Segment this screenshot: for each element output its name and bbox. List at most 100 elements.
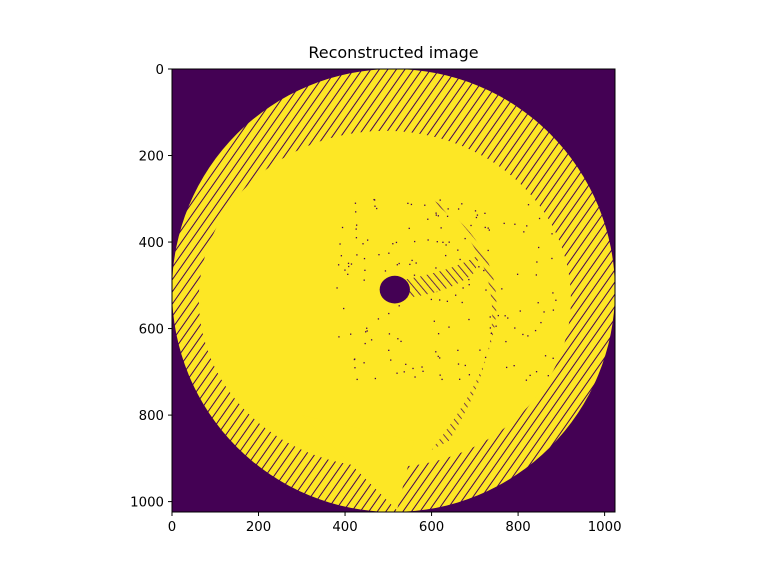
- speckle: [461, 301, 463, 304]
- speckle: [457, 208, 460, 210]
- speckle-noise: [336, 198, 557, 381]
- speckle: [388, 252, 390, 254]
- speckle: [347, 273, 349, 275]
- y-tick-label: 600: [139, 323, 164, 338]
- speckle: [396, 372, 398, 374]
- y-tick-label: 400: [139, 236, 164, 251]
- speckle: [468, 284, 470, 286]
- x-tick-label: 200: [246, 520, 271, 535]
- speckle: [411, 259, 413, 262]
- speckle: [350, 333, 352, 335]
- speckle: [354, 202, 357, 204]
- speckle: [457, 349, 459, 352]
- speckle: [552, 292, 554, 294]
- speckle: [366, 239, 369, 241]
- speckle: [407, 202, 409, 205]
- speckle: [479, 349, 481, 351]
- speckle: [488, 229, 490, 231]
- speckle: [446, 215, 449, 217]
- speckle: [410, 203, 413, 206]
- x-axis: 0 200 400 600 800 1000: [168, 512, 622, 535]
- speckle: [388, 333, 391, 335]
- speckle: [355, 228, 357, 230]
- speckle: [538, 246, 540, 249]
- speckle: [514, 327, 516, 329]
- speckle: [529, 374, 531, 377]
- speckle: [544, 355, 547, 357]
- y-tick-label: 200: [139, 150, 164, 165]
- speckle: [374, 205, 376, 207]
- speckle: [338, 336, 340, 338]
- speckle: [397, 338, 399, 340]
- speckle: [363, 362, 365, 364]
- x-tick-label: 800: [505, 520, 530, 535]
- speckle: [470, 224, 472, 227]
- chart-title: Reconstructed image: [308, 43, 478, 62]
- speckle: [441, 378, 443, 381]
- speckle: [396, 264, 398, 266]
- speckle: [424, 204, 426, 206]
- speckle: [461, 203, 463, 205]
- speckle: [439, 299, 441, 301]
- speckle: [409, 263, 411, 266]
- speckle: [535, 274, 537, 276]
- speckle: [344, 269, 346, 271]
- speckle: [484, 356, 487, 359]
- speckle: [489, 327, 492, 329]
- speckle: [433, 320, 435, 322]
- speckle: [403, 371, 405, 373]
- speckle: [507, 317, 509, 319]
- speckle: [525, 379, 528, 381]
- speckle: [513, 364, 515, 367]
- speckle: [527, 335, 529, 337]
- speckle: [448, 326, 450, 328]
- speckle: [523, 231, 525, 233]
- speckle: [540, 321, 542, 324]
- speckle: [437, 333, 440, 335]
- bottom-bright-wedge: [301, 415, 415, 511]
- axes-frame: [171, 68, 616, 513]
- speckle: [435, 212, 437, 214]
- speckle: [370, 339, 373, 341]
- speckle: [552, 357, 554, 359]
- speckle: [505, 366, 508, 369]
- speckle: [504, 315, 506, 317]
- speckle: [390, 359, 392, 361]
- speckle: [373, 199, 376, 201]
- speckle: [505, 340, 507, 343]
- speckle: [440, 227, 442, 229]
- speckle: [535, 371, 538, 373]
- speckle: [497, 314, 499, 317]
- speckle: [339, 243, 341, 245]
- x-tick-label: 400: [332, 520, 357, 535]
- speckle: [350, 263, 353, 265]
- speckle: [356, 254, 358, 256]
- speckle: [489, 316, 491, 318]
- speckle: [462, 287, 464, 289]
- speckle: [384, 270, 387, 272]
- speckle: [526, 225, 528, 227]
- speckle: [400, 340, 402, 343]
- speckle: [435, 267, 437, 269]
- speckle: [430, 298, 433, 301]
- speckle: [464, 364, 466, 367]
- speckle: [459, 258, 461, 261]
- speckle: [476, 214, 479, 216]
- speckle: [340, 255, 343, 257]
- speckle: [455, 294, 457, 296]
- speckle: [522, 333, 524, 336]
- speckle: [448, 241, 450, 243]
- speckle: [421, 366, 423, 368]
- speckle: [374, 377, 377, 380]
- speckle: [355, 237, 358, 239]
- speckle: [376, 207, 378, 210]
- x-tick-label: 600: [419, 520, 444, 535]
- speckle: [478, 266, 480, 268]
- speckle: [445, 254, 447, 257]
- speckle: [347, 262, 350, 265]
- speckle: [487, 227, 489, 229]
- y-tick-label: 800: [139, 409, 164, 424]
- speckle: [395, 241, 398, 244]
- speckle: [435, 214, 437, 216]
- speckle: [468, 318, 470, 321]
